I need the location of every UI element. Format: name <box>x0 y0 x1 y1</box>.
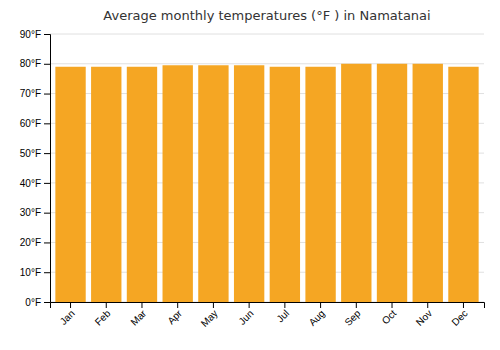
tick-mark <box>249 302 250 308</box>
bar <box>234 65 264 302</box>
bar <box>341 64 371 302</box>
axis-line <box>44 35 51 303</box>
tick-label: Oct <box>380 308 399 327</box>
tick-label: Apr <box>165 307 184 326</box>
tick-label: 60°F <box>20 118 41 129</box>
tick: 90°F <box>20 29 50 40</box>
bar <box>305 67 335 302</box>
tick: 40°F <box>20 178 50 189</box>
axis-line <box>51 303 485 309</box>
tick-label: 40°F <box>20 178 41 189</box>
tick-mark <box>356 302 357 308</box>
tick: 80°F <box>20 58 50 69</box>
tick-label: Sep <box>342 307 363 328</box>
title: Average monthly temperatures (°F ) in Na… <box>103 8 430 23</box>
bar <box>163 65 193 302</box>
tick-mark <box>44 302 50 303</box>
tick-label: Jun <box>236 308 255 327</box>
tick-mark <box>213 302 214 308</box>
tick: 0°F <box>25 297 50 308</box>
grid <box>50 34 484 302</box>
bar <box>270 67 300 302</box>
tick-mark <box>284 302 285 308</box>
tick-mark <box>44 34 50 35</box>
tick-label: 50°F <box>20 148 41 159</box>
tick: Feb <box>93 302 113 328</box>
y-axis: 0°F 10°F 20°F 30°F 40°F 50°F 60°F 70°F 80°F 90°F <box>20 29 51 308</box>
tick: Oct <box>380 302 399 326</box>
tick-mark <box>44 183 50 184</box>
bar <box>55 67 85 302</box>
grid-line <box>50 34 484 35</box>
tick-label: 70°F <box>20 88 41 99</box>
x-axis: Jan Feb Mar Apr May Jun Jul Aug Sep Oct Nov Dec <box>51 302 485 329</box>
tick-mark <box>44 123 50 124</box>
tick-label: May <box>199 308 220 329</box>
bars <box>55 64 478 302</box>
tick-mark <box>70 302 71 308</box>
tick-label: Mar <box>128 307 148 327</box>
tick-label: Jan <box>58 308 77 327</box>
tick-mark <box>392 302 393 308</box>
tick-label: 0°F <box>25 297 41 308</box>
tick: May <box>199 302 220 329</box>
tick-mark <box>44 213 50 214</box>
tick-label: 20°F <box>20 237 41 248</box>
tick-label: Nov <box>414 308 434 328</box>
tick: Dec <box>449 302 469 328</box>
plot: Jan Feb Mar Apr May Jun Jul Aug Sep Oct Nov Dec 0°F 1… <box>20 29 485 329</box>
tick: 60°F <box>20 118 50 129</box>
tick: Jul <box>274 302 291 324</box>
bar <box>91 67 121 302</box>
tick-label: 90°F <box>20 29 41 40</box>
tick: Mar <box>128 302 148 328</box>
tick-mark <box>320 302 321 308</box>
tick: Apr <box>165 302 184 326</box>
tick-mark <box>44 153 50 154</box>
bar <box>127 67 157 302</box>
tick-mark <box>427 302 428 308</box>
tick-mark <box>106 302 107 308</box>
tick-label: 10°F <box>20 267 41 278</box>
tick: Sep <box>342 302 363 328</box>
tick-label: Feb <box>93 307 113 327</box>
tick-mark <box>141 302 142 308</box>
tick-mark <box>44 64 50 65</box>
tick-mark <box>463 302 464 308</box>
tick-label: Dec <box>449 308 469 328</box>
tick-mark <box>177 302 178 308</box>
tick: Aug <box>307 302 327 328</box>
tick-mark <box>44 272 50 273</box>
tick: 10°F <box>20 267 50 278</box>
bar <box>413 64 443 302</box>
bar <box>448 67 478 302</box>
tick: Jun <box>236 302 255 327</box>
tick-label: Jul <box>274 308 291 325</box>
tick-label: 80°F <box>20 58 41 69</box>
chart: Average monthly temperatures (°F ) in Na… <box>0 0 500 350</box>
tick-label: 30°F <box>20 207 41 218</box>
tick: 70°F <box>20 88 50 99</box>
tick-mark <box>44 242 50 243</box>
tick: 50°F <box>20 148 50 159</box>
tick-mark <box>44 94 50 95</box>
bar <box>377 64 407 302</box>
tick-label: Aug <box>307 308 327 328</box>
tick: Nov <box>414 302 434 328</box>
tick: 30°F <box>20 207 50 218</box>
bar <box>198 65 228 302</box>
tick: Jan <box>58 302 77 327</box>
tick: 20°F <box>20 237 50 248</box>
